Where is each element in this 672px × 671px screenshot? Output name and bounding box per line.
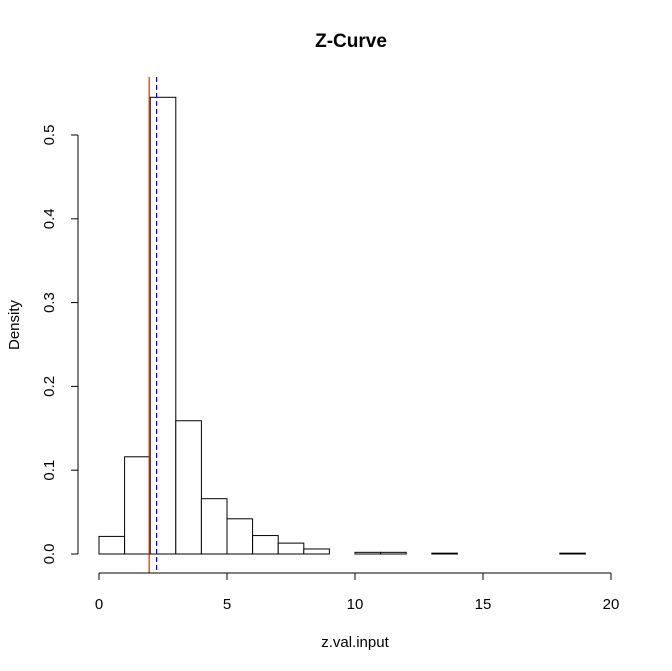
histogram-bar-2 (149, 96, 177, 555)
y-tick-label-3: 0.3 (41, 292, 58, 313)
x-axis: 0 5 10 15 20 (95, 572, 620, 613)
histogram-bar-18 (559, 552, 586, 555)
y-tick-label-0: 0.0 (41, 544, 58, 565)
histogram-bar-6 (252, 535, 279, 555)
histogram-bar-7 (277, 542, 305, 555)
x-tick-label-2: 10 (347, 596, 364, 613)
histogram-bar-8 (303, 548, 330, 555)
y-axis-label: Density (6, 299, 23, 350)
y-axis: 0.0 0.1 0.2 0.3 0.4 0.5 (41, 125, 79, 565)
histogram-bars (98, 96, 586, 555)
reference-lines (148, 77, 158, 573)
x-tick-label-3: 15 (475, 596, 492, 613)
x-tick-label-1: 5 (223, 596, 231, 613)
histogram-bar-11 (380, 551, 407, 555)
histogram-bar-10 (354, 551, 382, 555)
y-tick-label-4: 0.4 (41, 208, 58, 229)
histogram-bar-0 (98, 535, 126, 555)
histogram-bar-3 (175, 420, 202, 555)
x-axis-label: z.val.input (321, 634, 389, 651)
y-tick-label-5: 0.5 (41, 125, 58, 146)
x-tick-label-4: 20 (603, 596, 620, 613)
y-tick-label-2: 0.2 (41, 376, 58, 397)
y-tick-label-1: 0.1 (41, 460, 58, 481)
x-tick-label-0: 0 (95, 596, 103, 613)
histogram-bar-4 (200, 498, 228, 555)
histogram-bar-13 (431, 552, 458, 555)
histogram-bar-1 (124, 456, 151, 555)
chart-title: Z-Curve (315, 31, 387, 52)
histogram-bar-5 (226, 518, 254, 555)
